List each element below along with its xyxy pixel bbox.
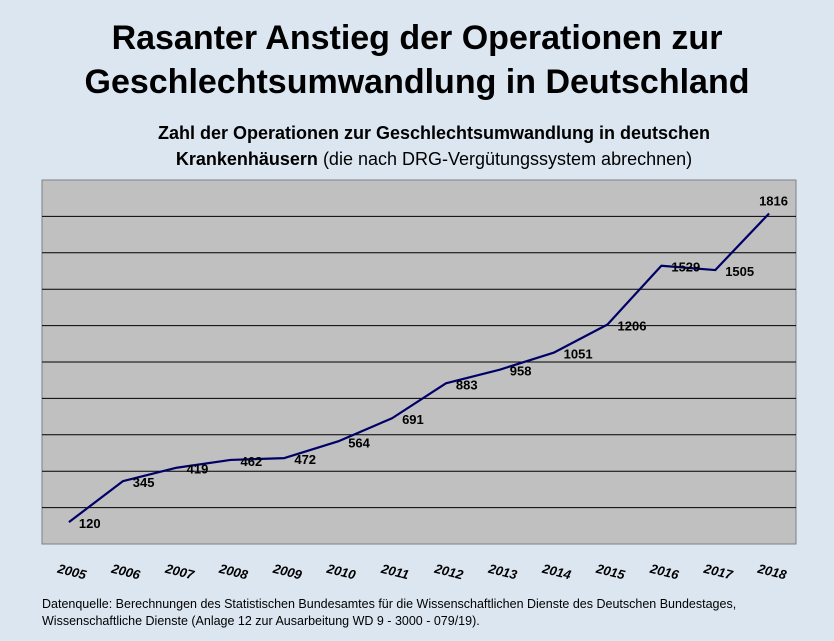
x-tick-label: 2013 — [486, 561, 519, 583]
data-label: 419 — [187, 462, 209, 477]
data-label: 1206 — [618, 319, 647, 334]
chart-subtitle-bold: Krankenhäusern — [175, 149, 318, 169]
data-label: 1505 — [725, 264, 754, 279]
x-tick-label: 2015 — [594, 561, 627, 583]
source-line1: Datenquelle: Berechnungen des Statistisc… — [42, 597, 737, 611]
data-label: 1816 — [759, 193, 788, 208]
chart-title: Rasanter Anstieg der Operationen zur Ges… — [0, 16, 834, 104]
series-line — [68, 212, 770, 524]
chart-title-line1: Rasanter Anstieg der Operationen zur — [111, 19, 723, 57]
x-tick-label: 2012 — [432, 561, 465, 583]
source-note: Datenquelle: Berechnungen des Statistisc… — [42, 596, 822, 630]
x-tick-label: 2006 — [109, 561, 142, 583]
x-tick-label: 2014 — [540, 561, 573, 583]
x-tick-label: 2011 — [379, 561, 411, 583]
data-label: 564 — [348, 435, 370, 450]
data-label: 462 — [241, 454, 263, 469]
x-tick-label: 2018 — [755, 561, 788, 583]
x-tick-label: 2010 — [324, 561, 357, 583]
data-label: 472 — [294, 452, 316, 467]
data-label: 1051 — [564, 347, 593, 362]
chart-title-line2: Geschlechtsumwandlung in Deutschland — [84, 63, 750, 101]
data-label: 120 — [79, 516, 101, 531]
x-tick-label: 2017 — [701, 561, 734, 583]
x-tick-label: 2008 — [217, 561, 250, 583]
x-tick-label: 2005 — [55, 561, 88, 583]
x-tick-label: 2009 — [271, 561, 304, 583]
x-tick-label: 2007 — [163, 561, 196, 583]
chart-subtitle-rest: (die nach DRG-Vergütungssystem abrechnen… — [317, 149, 693, 169]
data-label: 691 — [402, 412, 424, 427]
data-label: 1529 — [671, 260, 700, 275]
data-label: 883 — [456, 377, 478, 392]
source-line2: Wissenschaftliche Dienste (Anlage 12 zur… — [42, 614, 480, 628]
chart-subtitle: Zahl der Operationen zur Geschlechtsumwa… — [0, 120, 834, 172]
data-label: 345 — [133, 475, 155, 490]
chart-subtitle-line1: Zahl der Operationen zur Geschlechtsumwa… — [157, 123, 711, 143]
x-tick-label: 2016 — [648, 561, 681, 583]
data-label: 958 — [510, 364, 532, 379]
